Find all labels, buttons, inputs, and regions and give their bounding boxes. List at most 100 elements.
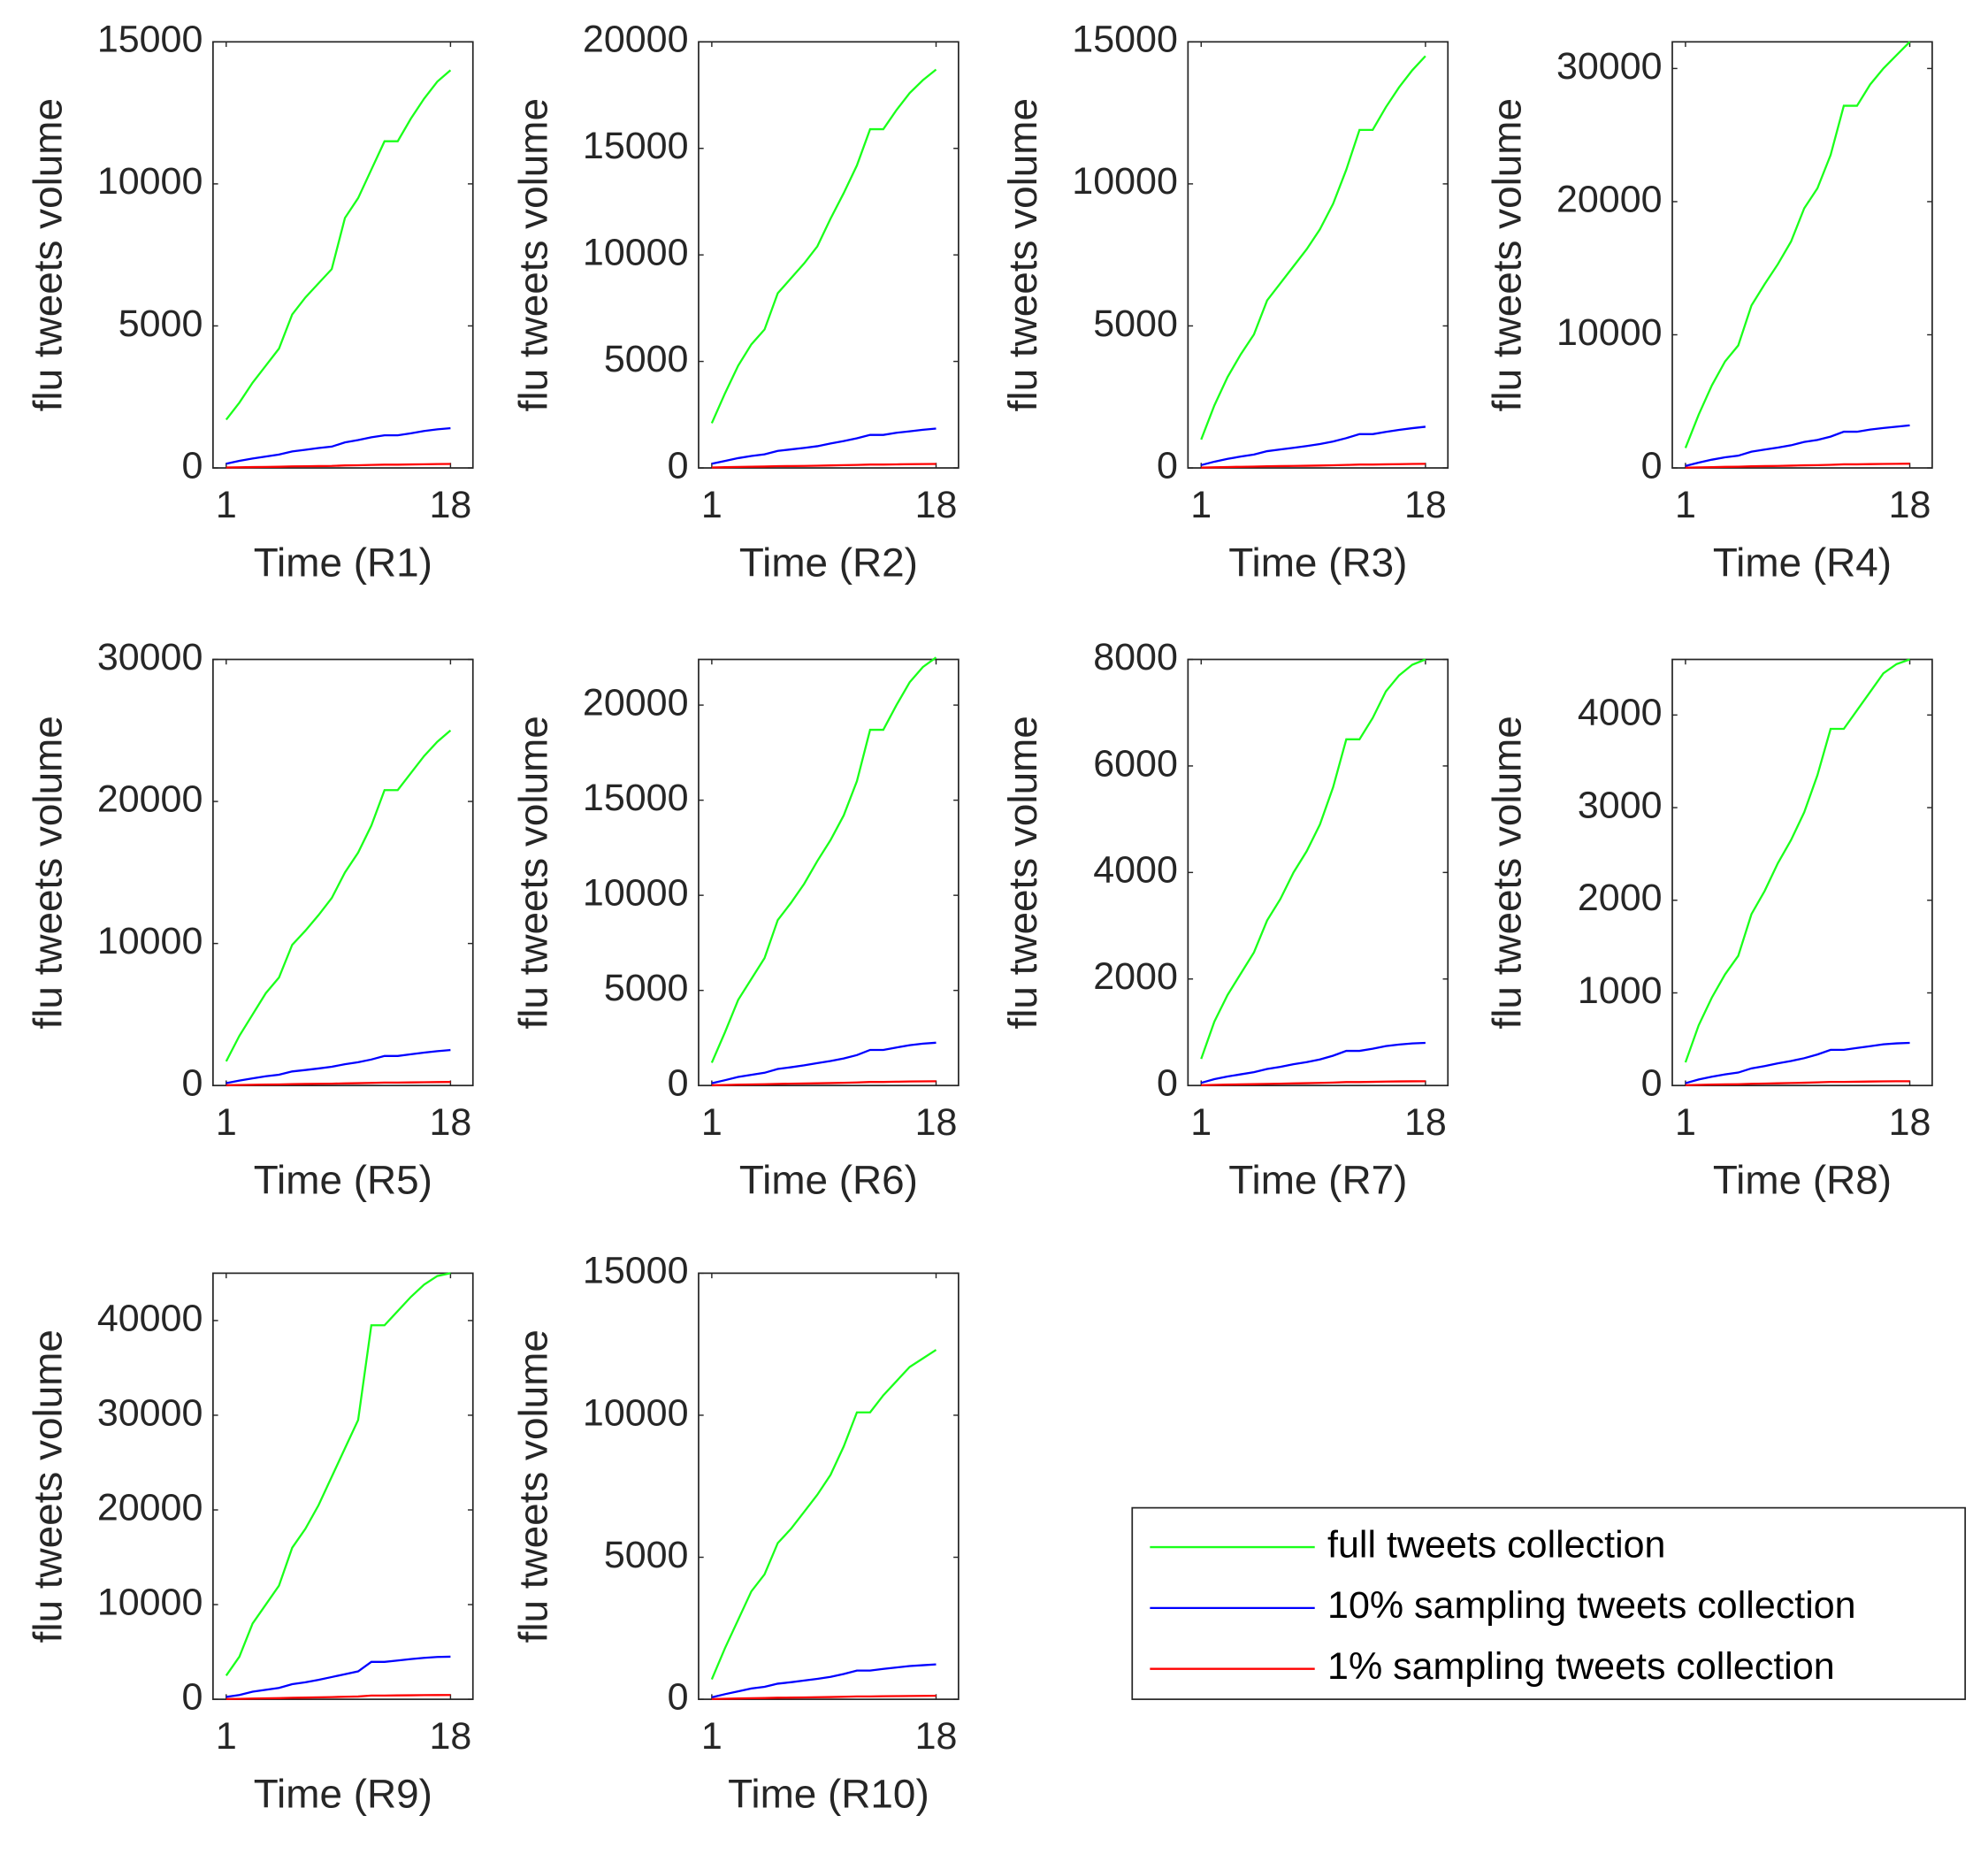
series-line: [1684, 658, 1910, 1063]
x-tick-label: 18: [1404, 1101, 1447, 1144]
series-line: [1200, 658, 1426, 1060]
y-tick-label: 5000: [604, 338, 689, 380]
y-axis-label: flu tweets volume: [510, 716, 556, 1029]
plot-area: [1671, 41, 1933, 469]
y-tick-label: 15000: [583, 777, 689, 819]
y-tick-label: 0: [181, 444, 203, 486]
x-tick-label: 1: [216, 1715, 237, 1758]
series-line: [710, 656, 937, 1063]
series-line: [710, 1349, 937, 1681]
y-tick-label: 30000: [1556, 45, 1663, 88]
x-tick-label: 18: [1889, 484, 1931, 526]
y-axis-label: flu tweets volume: [1484, 98, 1530, 411]
y-tick-label: 10000: [583, 872, 689, 915]
x-axis-label: Time (R3): [1228, 540, 1407, 586]
subplot: 0 10000 20000 30000 1 18 Time (R5) flu tweets v…: [24, 636, 474, 1203]
plot-area: [212, 41, 474, 469]
series-line: [1685, 463, 1910, 469]
series-line: [226, 426, 451, 465]
y-tick-label: 20000: [583, 681, 689, 724]
series-line: [1685, 1080, 1910, 1087]
y-tick-label: 1000: [1578, 969, 1663, 1012]
x-tick-label: 18: [915, 484, 958, 526]
y-axis-label: flu tweets volume: [510, 1329, 556, 1643]
series-line: [711, 463, 937, 469]
y-tick-label: 6000: [1093, 742, 1178, 785]
subplot: 0 10000 20000 30000 1 18 Time (R4) flu tweets v…: [1484, 41, 1933, 586]
y-tick-label: 15000: [583, 1250, 689, 1292]
series-line: [1201, 463, 1426, 469]
x-tick-label: 1: [1675, 484, 1696, 526]
plot-area: [1187, 41, 1449, 469]
subplot: 0 5000 10000 15000 20000 1 18 Time (R6) flu twee…: [510, 656, 960, 1203]
subplot: 0 5000 10000 15000 1 18 Time (R1) flu tweets vo…: [24, 19, 474, 586]
y-axis-label: flu tweets volume: [999, 716, 1045, 1029]
series-line: [1685, 1041, 1910, 1084]
y-tick-label: 5000: [604, 1534, 689, 1576]
y-tick-label: 10000: [583, 1391, 689, 1434]
legend-label: full tweets collection: [1327, 1523, 1665, 1566]
plot-area: [212, 658, 474, 1087]
x-tick-label: 1: [701, 1101, 723, 1144]
subplot: 0 10000 20000 30000 40000 1 18 Time (R9) flu twe…: [24, 1272, 474, 1817]
x-tick-label: 18: [1404, 484, 1447, 526]
legend: full tweets collection 10% sampling tweet…: [1131, 1506, 1967, 1700]
y-tick-label: 10000: [1072, 160, 1178, 203]
y-tick-label: 10000: [1556, 311, 1663, 354]
plot-area: [1187, 658, 1449, 1087]
plot-area: [698, 41, 960, 469]
x-axis-label: Time (R4): [1713, 540, 1892, 586]
series-line: [711, 1663, 937, 1698]
y-tick-label: 30000: [97, 636, 203, 678]
series-line: [226, 1048, 451, 1084]
series-line: [1200, 1041, 1426, 1084]
series-line: [711, 1041, 937, 1084]
series-line: [1200, 55, 1426, 441]
x-tick-label: 18: [429, 484, 471, 526]
y-axis-label: flu tweets volume: [1484, 716, 1530, 1029]
x-tick-label: 1: [1675, 1101, 1696, 1144]
x-tick-label: 18: [1889, 1101, 1931, 1144]
series-line: [226, 1694, 451, 1700]
y-tick-label: 0: [181, 1675, 203, 1718]
series-line: [1684, 41, 1911, 448]
x-tick-label: 18: [429, 1101, 471, 1144]
plot-area: [1671, 658, 1933, 1087]
x-tick-label: 1: [216, 1101, 237, 1144]
x-tick-label: 1: [1190, 484, 1212, 526]
x-axis-label: Time (R8): [1713, 1157, 1892, 1203]
x-tick-label: 1: [216, 484, 237, 526]
y-tick-label: 0: [668, 1675, 689, 1718]
x-axis-label: Time (R9): [254, 1771, 432, 1817]
x-tick-label: 1: [701, 1715, 723, 1758]
legend-label: 1% sampling tweets collection: [1327, 1645, 1835, 1688]
y-axis-label: flu tweets volume: [510, 98, 556, 411]
y-tick-label: 2000: [1578, 877, 1663, 919]
x-axis-label: Time (R1): [254, 540, 432, 586]
y-axis-label: flu tweets volume: [24, 98, 70, 411]
x-axis-label: Time (R10): [728, 1771, 929, 1817]
x-tick-label: 1: [701, 484, 723, 526]
series-line: [711, 1080, 937, 1087]
y-tick-label: 5000: [119, 303, 203, 345]
y-tick-label: 15000: [97, 19, 203, 61]
y-tick-label: 8000: [1093, 636, 1178, 678]
x-axis-label: Time (R6): [739, 1157, 918, 1203]
y-tick-label: 30000: [97, 1391, 203, 1434]
series-line: [710, 68, 937, 424]
plot-area: [212, 1272, 474, 1700]
legend-label: 10% sampling tweets collection: [1327, 1584, 1856, 1627]
subplot: 0 5000 10000 15000 1 18 Time (R3) flu tweets vo…: [999, 19, 1449, 586]
y-axis-label: flu tweets volume: [999, 98, 1045, 411]
series-line: [226, 463, 451, 469]
y-tick-label: 0: [1641, 1062, 1663, 1105]
y-tick-label: 2000: [1093, 955, 1178, 998]
series-line: [225, 69, 452, 421]
x-tick-label: 18: [429, 1715, 471, 1758]
y-tick-label: 0: [181, 1062, 203, 1105]
series-line: [225, 1272, 451, 1676]
y-tick-label: 5000: [604, 967, 689, 1009]
series-line: [226, 1655, 451, 1698]
